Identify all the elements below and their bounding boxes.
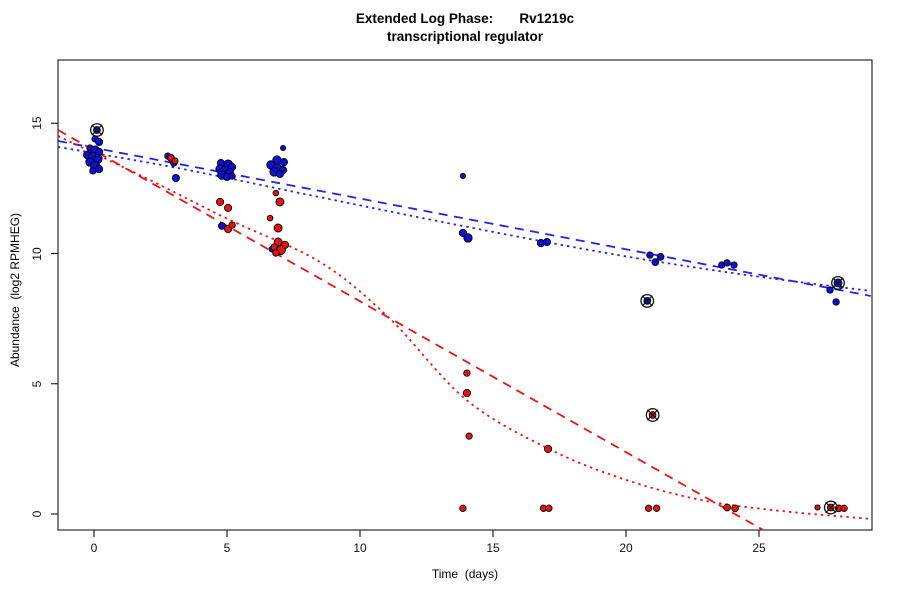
outlier-cross [825, 501, 837, 514]
red-replicates-point [171, 157, 179, 165]
blue-smooth-fit-line [57, 146, 871, 292]
y-tick-label-5: 5 [30, 380, 44, 388]
red-replicates-point [544, 444, 553, 453]
blue-replicates-point [275, 169, 284, 179]
blue-replicates-point [95, 137, 104, 147]
x-axis-label: Time (days) [431, 567, 499, 581]
red-replicates-point [266, 214, 274, 222]
red-replicates-point [272, 249, 280, 257]
x-tick-label-25: 25 [752, 541, 766, 555]
outlier-ring [823, 500, 838, 515]
red-replicates-point [814, 504, 821, 511]
blue-replicates-point [280, 144, 287, 152]
red-replicates-point [463, 369, 471, 377]
outlier-ring [640, 293, 655, 308]
blue-replicates-point [826, 286, 834, 294]
red-replicates-point [723, 503, 731, 512]
red-replicates-point [462, 389, 471, 398]
x-tick-label-20: 20 [619, 541, 633, 555]
x-tick-label-5: 5 [223, 541, 231, 555]
blue-replicates-point [279, 158, 288, 167]
blue-linear-fit-line [57, 140, 871, 297]
blue-replicates-point [218, 222, 226, 230]
blue-replicates-point [832, 298, 840, 306]
chart-title-line2: transcriptional regulator [386, 29, 544, 44]
red-smooth-fit-line [57, 135, 871, 520]
red-linear-fit-line [57, 129, 764, 531]
red-replicates-point [272, 189, 280, 197]
blue-replicates-point [723, 259, 731, 267]
red-replicates-point [228, 221, 236, 229]
red-replicates-point [652, 504, 661, 512]
blue-replicates-point [95, 165, 104, 174]
y-tick-label-15: 15 [30, 116, 44, 130]
blue-replicates-point [730, 261, 738, 269]
red-replicates-point [644, 504, 653, 512]
red-replicates-point [465, 432, 473, 440]
red-replicates-point [273, 223, 283, 233]
y-tick-label-10: 10 [30, 247, 44, 261]
outlier-ring [89, 123, 104, 137]
blue-replicates-point [542, 237, 552, 247]
blue-replicates-point [656, 253, 665, 261]
chart-title-line1: Extended Log Phase: Rv1219c [355, 11, 575, 26]
x-tick-label-0: 0 [90, 541, 98, 555]
plot-box [57, 59, 873, 531]
y-tick-label-0: 0 [30, 510, 44, 518]
x-tick-label-15: 15 [486, 541, 500, 555]
red-replicates-point [545, 504, 553, 512]
blue-replicates-point [171, 173, 180, 183]
blue-replicates-point [651, 258, 660, 266]
red-replicates-point [459, 504, 467, 512]
red-replicates-point [224, 203, 233, 212]
blue-replicates-point [89, 167, 97, 175]
outlier-ring [645, 408, 660, 422]
red-replicates-point [840, 504, 848, 512]
outlier-cross [641, 295, 653, 307]
blue-replicates-point [228, 172, 236, 180]
x-tick-label-10: 10 [353, 541, 367, 555]
red-replicates-point [731, 504, 739, 513]
outlier-cross [832, 277, 844, 289]
blue-replicates-point [459, 172, 466, 179]
blue-replicates-point [646, 251, 654, 259]
blue-replicates-point [463, 233, 473, 243]
outlier-cross [646, 409, 659, 421]
outlier-cross [91, 124, 103, 136]
y-axis-label: Abundance (log2 RPMHEG) [8, 212, 22, 368]
outlier-ring [831, 275, 845, 290]
red-replicates-point [275, 197, 285, 207]
red-replicates-point [216, 197, 225, 206]
